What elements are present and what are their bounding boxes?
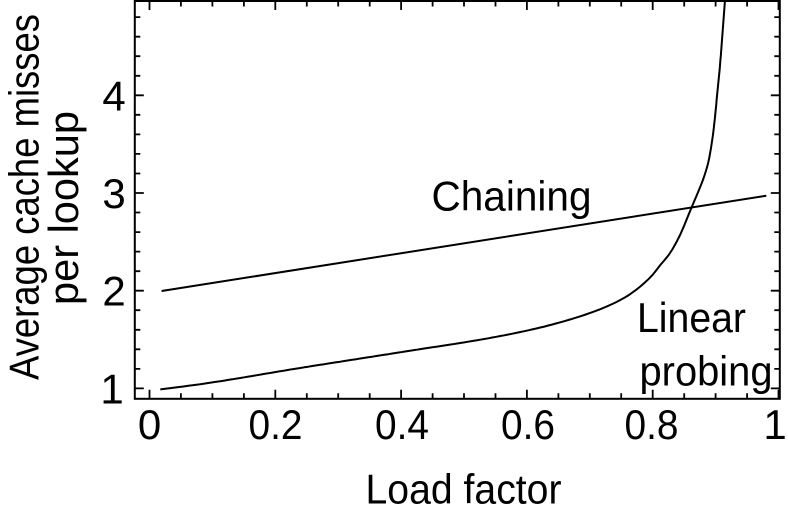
- svg-text:probing: probing: [640, 348, 773, 395]
- svg-text:Chaining: Chaining: [432, 172, 592, 219]
- svg-text:0: 0: [138, 401, 161, 448]
- svg-text:Load factor: Load factor: [366, 465, 562, 512]
- svg-text:0.6: 0.6: [501, 401, 555, 448]
- svg-text:1: 1: [763, 401, 786, 448]
- svg-text:0.2: 0.2: [249, 401, 303, 448]
- svg-text:4: 4: [102, 72, 125, 119]
- svg-text:0.8: 0.8: [625, 401, 679, 448]
- svg-text:1: 1: [100, 365, 123, 412]
- svg-text:0.4: 0.4: [375, 401, 429, 448]
- svg-text:2: 2: [102, 268, 125, 315]
- svg-text:per lookup: per lookup: [40, 111, 87, 305]
- svg-text:Linear: Linear: [637, 294, 746, 341]
- svg-text:Average cache misses: Average cache misses: [1, 14, 48, 380]
- svg-text:3: 3: [102, 170, 125, 217]
